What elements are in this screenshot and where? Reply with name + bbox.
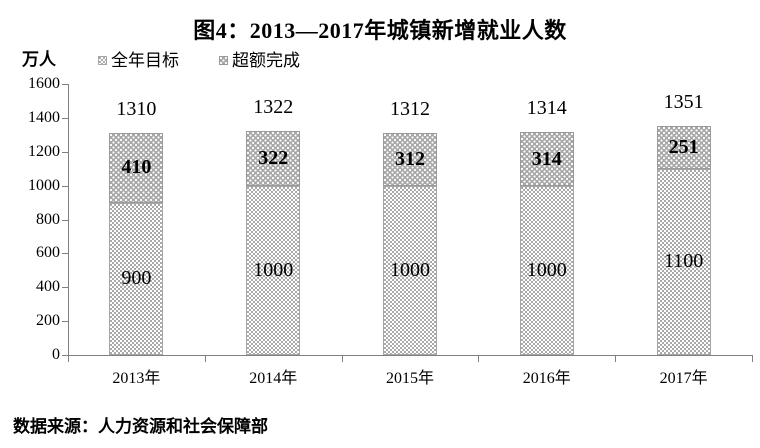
x-axis-label: 2014年 [249,370,298,387]
y-tick-label: 600 [36,244,60,262]
y-tick-label: 400 [36,278,60,296]
y-tick [62,84,68,85]
y-tick-label: 1200 [28,142,60,160]
x-tick [341,355,343,362]
bar-total-label: 1312 [389,97,430,120]
y-tick-label: 1000 [28,176,60,194]
bar-segment-excess: 410 [109,133,164,203]
x-tick [752,355,753,362]
x-axis-label: 2013年 [112,370,161,387]
legend: 全年目标 超额完成 [98,51,300,70]
y-tick [62,117,68,119]
data-source-note: 数据来源：人力资源和社会保障部 [13,417,268,436]
legend-label-target: 全年目标 [111,51,179,70]
y-tick [62,185,68,187]
x-axis-label: 2015年 [385,370,434,387]
x-axis-label: 2016年 [522,370,571,387]
legend-swatch-excess-icon [219,56,228,65]
legend-label-excess: 超额完成 [232,51,300,70]
bar-total-label: 1351 [663,91,704,114]
bar-total-label: 1314 [526,97,567,120]
bar-segment-target: 1000 [246,185,301,355]
bar-segment-excess: 251 [656,126,711,169]
bar-segment-target: 1000 [519,185,574,355]
bar-segment-excess: 322 [246,131,301,186]
bar-segment-target: 1100 [656,168,711,355]
legend-swatch-target-icon [98,56,107,65]
y-tick-label: 200 [36,312,60,330]
y-tick-label: 800 [36,210,60,228]
y-tick [62,151,68,153]
chart-title: 图4：2013—2017年城镇新增就业人数 [193,18,567,43]
bar-segment-target: 900 [109,202,164,355]
y-tick [62,219,68,221]
legend-item-excess: 超额完成 [219,51,300,70]
y-tick [62,253,68,255]
y-tick [62,321,68,323]
x-tick [478,355,480,362]
legend-item-target: 全年目标 [98,51,179,70]
x-axis-label: 2017年 [659,370,708,387]
bar-segment-excess: 312 [383,132,437,186]
x-tick [615,355,617,362]
bar-total-label: 1310 [116,98,157,121]
x-tick [68,355,69,362]
y-axis-line [68,84,69,356]
bar-segment-target: 1000 [383,185,437,355]
bar-segment-excess: 314 [519,132,574,186]
y-axis-unit-label: 万人 [22,50,56,69]
y-tick [62,355,68,356]
bar-total-label: 1322 [253,96,294,119]
x-axis-line [68,355,753,356]
y-tick-label: 0 [52,346,60,363]
y-tick [62,287,68,289]
y-tick-label: 1600 [28,75,60,92]
x-tick [204,355,206,362]
y-tick-label: 1400 [28,108,60,126]
